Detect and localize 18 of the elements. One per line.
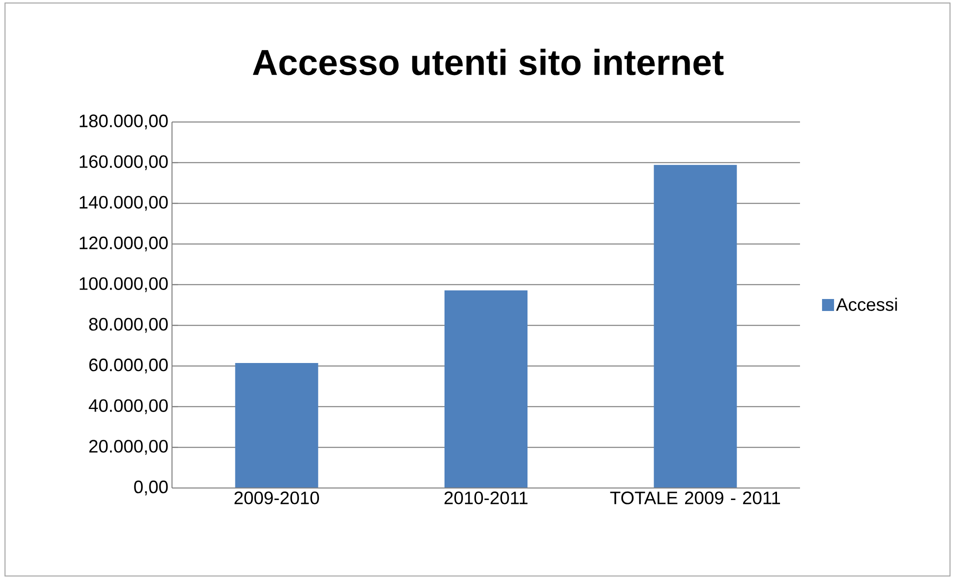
x-tick-label: 2010-2011 — [444, 492, 528, 504]
y-tick-label: 120.000,00 — [80, 236, 168, 252]
y-tick-label: 180.000,00 — [80, 114, 168, 130]
y-tick-label: 60.000,00 — [89, 358, 168, 374]
y-tick-label: 100.000,00 — [80, 277, 168, 292]
chart-title: Accesso utenti sito internet — [252, 48, 724, 76]
x-tick-label: 2009-2010 — [234, 492, 319, 504]
y-tick-label: 0,00 — [134, 480, 168, 496]
x-tick-label: TOTALE 2009 - 2011 — [610, 492, 780, 504]
bar — [444, 290, 528, 488]
bar — [235, 362, 318, 488]
y-tick-label: 40.000,00 — [88, 399, 168, 414]
legend-label: Accessi — [836, 298, 897, 311]
y-tick-label: 140.000,00 — [80, 196, 168, 211]
y-tick-label: 160.000,00 — [80, 155, 168, 170]
y-tick-label: 20.000,00 — [89, 440, 168, 455]
bar — [654, 164, 737, 488]
y-tick-label: 80.000,00 — [89, 318, 168, 333]
